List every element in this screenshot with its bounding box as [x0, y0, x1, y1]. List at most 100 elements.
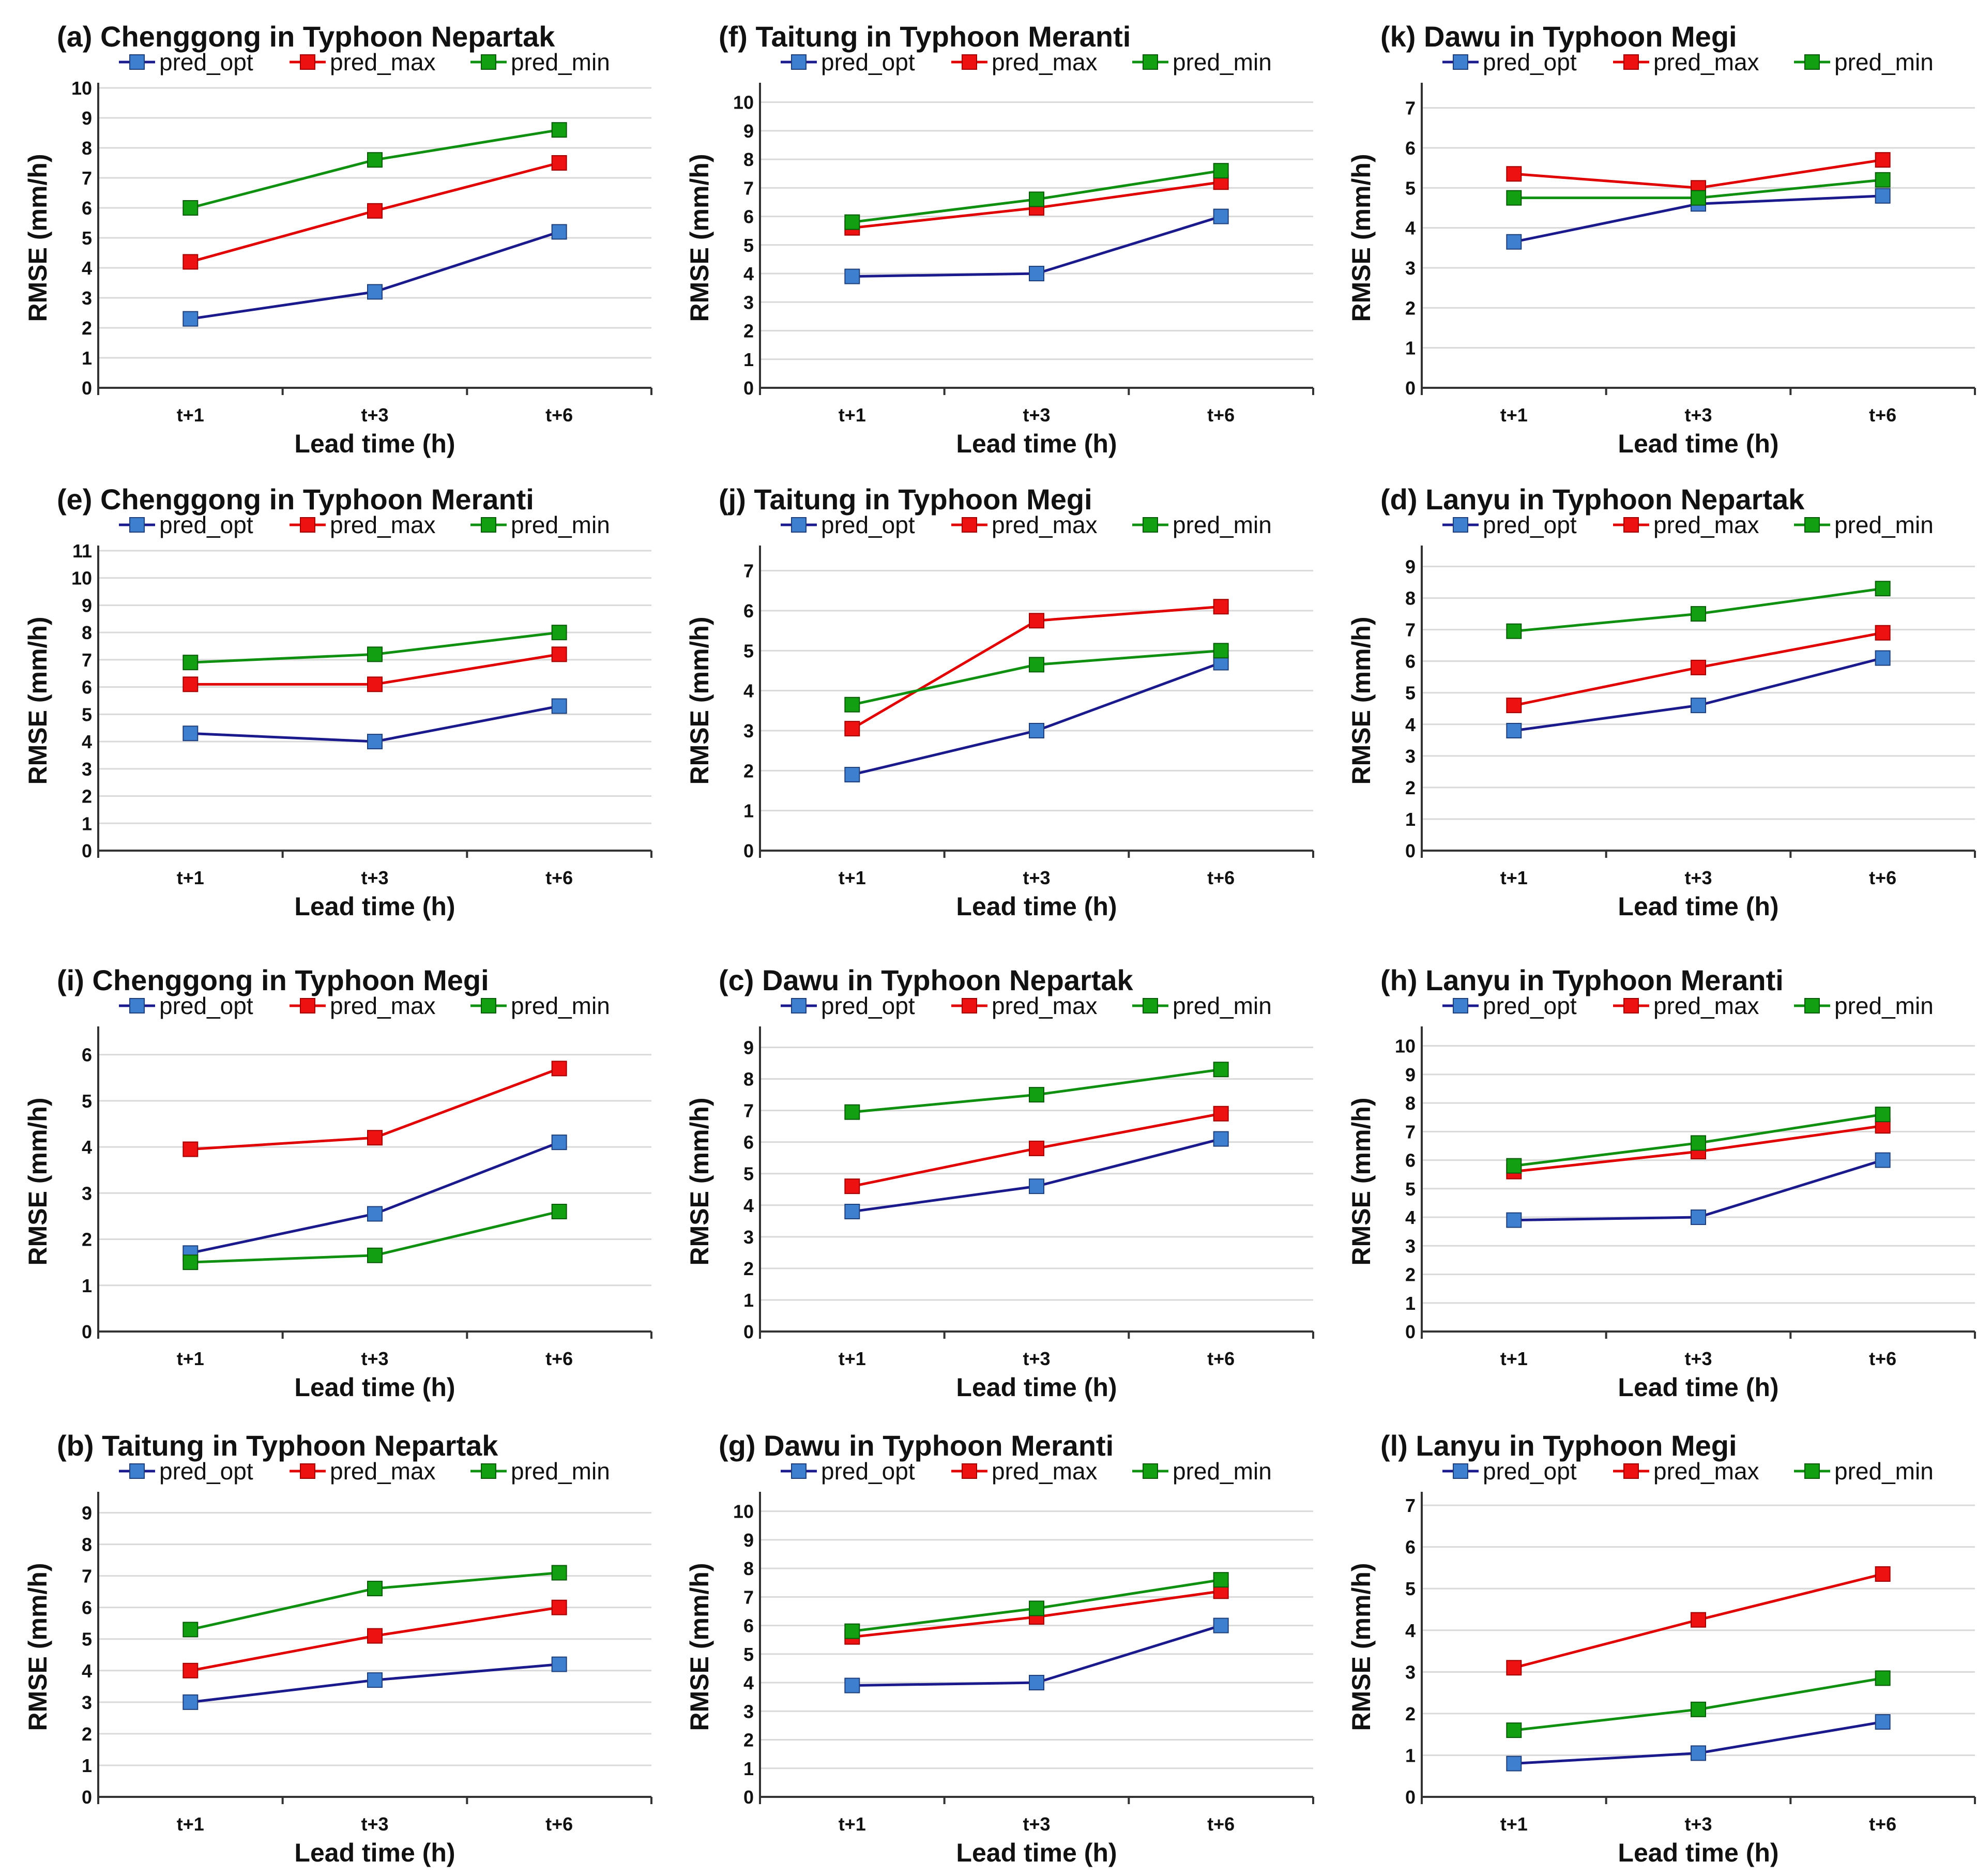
y-tick-label: 6	[1405, 1537, 1416, 1558]
y-tick-label: 4	[1405, 714, 1416, 735]
chart-panel-a: (a) Chenggong in Typhoon Nepartak 0 1 2 3 4 5 6…	[23, 20, 652, 458]
x-axis-label: Lead time (h)	[956, 429, 1117, 458]
legend-item-pred_max: pred_max	[1613, 511, 1759, 538]
y-tick-label: 5	[743, 235, 754, 256]
data-point-pred_opt	[1213, 1617, 1229, 1633]
data-point-pred_opt	[844, 268, 860, 284]
y-tick-label: 9	[743, 120, 754, 142]
y-tick-label: 6	[743, 1615, 754, 1637]
y-tick-label: 10	[71, 78, 92, 99]
legend-item-pred_opt: pred_opt	[1442, 1458, 1577, 1485]
legend-marker	[791, 1463, 807, 1479]
legend-item-pred_opt: pred_opt	[1442, 511, 1577, 538]
legend-item-pred_max: pred_max	[290, 511, 436, 538]
legend-label: pred_opt	[821, 1458, 915, 1485]
legend-label: pred_opt	[1483, 49, 1577, 75]
legend-label: pred_opt	[821, 511, 915, 538]
y-tick-label: 4	[82, 1660, 92, 1682]
series-line-pred_opt	[851, 661, 1222, 776]
data-point-pred_min	[1875, 1670, 1891, 1686]
chart-panel-k: (k) Dawu in Typhoon Megi 0 1 2 3 4 5 6 7 t+1 t+3 t+…	[1347, 20, 1976, 458]
x-tick-label: t+1	[177, 1813, 204, 1835]
y-tick-label: 6	[743, 1132, 754, 1153]
legend-marker	[1143, 54, 1158, 70]
legend-label: pred_opt	[821, 992, 915, 1019]
legend-label: pred_max	[992, 511, 1098, 538]
y-tick-label: 1	[1405, 1293, 1416, 1314]
y-tick-label: 10	[1395, 1036, 1416, 1057]
y-tick-label: 0	[743, 377, 754, 399]
y-tick-label: 7	[743, 561, 754, 582]
y-tick-label: 1	[82, 813, 92, 834]
x-tick-label: t+3	[1684, 1813, 1712, 1835]
legend-item-pred_min: pred_min	[470, 1458, 610, 1485]
x-tick-label: t+3	[361, 867, 388, 888]
y-tick-label: 6	[743, 206, 754, 228]
x-tick-label: t+1	[839, 867, 866, 888]
data-point-pred_max	[1029, 613, 1044, 629]
legend-label: pred_opt	[1483, 1458, 1577, 1485]
chart-panel-f: (f) Taitung in Typhoon Meranti 0 1 2 3 4 5 6 7 8 9…	[685, 20, 1314, 458]
y-tick-label: 5	[1405, 683, 1416, 704]
y-tick-label: 2	[82, 317, 92, 339]
y-axis-label: RMSE (mm/h)	[23, 1098, 52, 1266]
y-tick-label: 3	[743, 292, 754, 313]
legend-item-pred_opt: pred_opt	[781, 1458, 915, 1485]
x-tick-label: t+1	[839, 404, 866, 426]
y-tick-label: 8	[82, 1534, 92, 1555]
data-point-pred_opt	[1875, 188, 1891, 204]
y-axis-label: RMSE (mm/h)	[1347, 154, 1376, 322]
y-tick-label: 3	[743, 1701, 754, 1722]
y-axis-label: RMSE (mm/h)	[1347, 1563, 1376, 1731]
y-tick-label: 4	[82, 258, 92, 279]
data-point-pred_min	[1875, 1107, 1891, 1123]
y-tick-label: 2	[82, 1229, 92, 1250]
legend-item-pred_opt: pred_opt	[119, 1458, 253, 1485]
legend-marker	[1453, 998, 1468, 1013]
chart-title: (d) Lanyu in Typhoon Nepartak	[1380, 483, 1805, 516]
data-point-pred_min	[1213, 1572, 1229, 1588]
data-point-pred_min	[183, 1622, 199, 1638]
legend-marker	[962, 517, 977, 533]
data-point-pred_min	[1213, 163, 1229, 179]
data-point-pred_max	[1875, 152, 1891, 168]
data-point-pred_opt	[183, 311, 199, 327]
data-point-pred_min	[1691, 1701, 1706, 1717]
data-point-pred_min	[183, 200, 199, 216]
data-point-pred_min	[1691, 606, 1706, 622]
x-tick-label: t+3	[1684, 404, 1712, 426]
y-tick-label: 1	[743, 1758, 754, 1779]
chart-title: (j) Taitung in Typhoon Megi	[719, 483, 1092, 516]
y-tick-label: 4	[1405, 1207, 1416, 1228]
data-point-pred_min	[367, 646, 383, 662]
legend-marker	[300, 517, 315, 533]
y-axis-label: RMSE (mm/h)	[1347, 617, 1376, 785]
y-axis-label: RMSE (mm/h)	[23, 1563, 52, 1731]
y-tick-label: 3	[82, 759, 92, 780]
x-tick-label: t+1	[1500, 1813, 1528, 1835]
y-axis-label: RMSE (mm/h)	[23, 617, 52, 785]
y-tick-label: 7	[1405, 1495, 1416, 1516]
data-point-pred_max	[1506, 166, 1522, 182]
chart-title: (k) Dawu in Typhoon Megi	[1380, 20, 1737, 53]
y-tick-label: 10	[71, 568, 92, 589]
data-point-pred_opt	[1029, 1675, 1044, 1691]
x-tick-label: t+6	[1869, 1348, 1896, 1369]
data-point-pred_max	[1506, 1660, 1522, 1676]
x-tick-label: t+1	[1500, 1348, 1528, 1369]
legend-label: pred_max	[992, 1458, 1098, 1485]
y-tick-label: 8	[82, 622, 92, 643]
chart-title: (e) Chenggong in Typhoon Meranti	[57, 483, 534, 516]
y-tick-label: 1	[743, 1290, 754, 1311]
y-tick-label: 0	[1405, 840, 1416, 861]
legend-marker	[962, 1463, 977, 1479]
legend-label: pred_max	[330, 511, 436, 538]
y-tick-label: 4	[1405, 1620, 1416, 1641]
chart-panel-e: (e) Chenggong in Typhoon Meranti 0 1 2 3 4 5 6 7…	[23, 483, 652, 921]
y-tick-label: 3	[1405, 746, 1416, 767]
legend-item-pred_opt: pred_opt	[119, 992, 253, 1019]
data-point-pred_opt	[551, 1656, 567, 1672]
legend-item-pred_max: pred_max	[951, 992, 1098, 1019]
y-tick-label: 2	[743, 321, 754, 342]
x-tick-label: t+3	[361, 1348, 388, 1369]
